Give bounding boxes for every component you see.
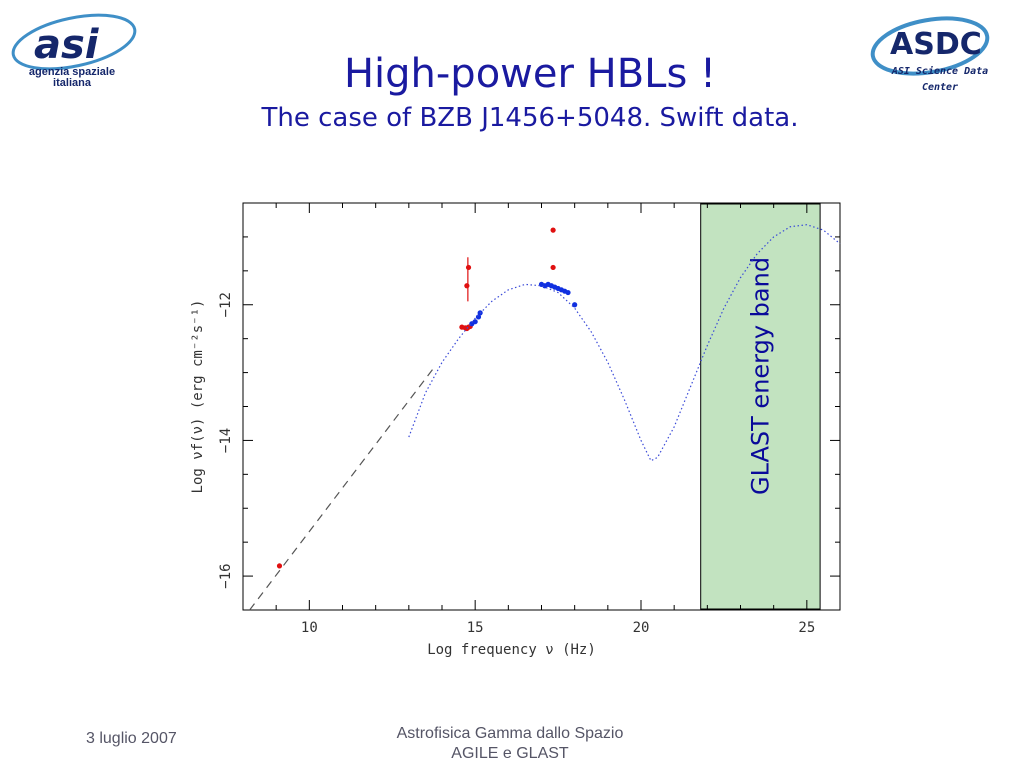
- asi-line2: italiana: [53, 77, 92, 89]
- y-axis-label: Log νf(ν) (erg cm⁻²s⁻¹): [190, 300, 206, 494]
- data-point-blue: [565, 289, 571, 296]
- x-axis-label: Log frequency ν (Hz): [427, 642, 596, 658]
- synchrotron-extrapolation-line: [249, 365, 436, 611]
- asi-line1: agenzia spaziale: [29, 66, 115, 78]
- asi-logo: asi agenzia spaziale italiana: [6, 8, 138, 90]
- slide-subtitle: The case of BZB J1456+5048. Swift data.: [261, 103, 799, 133]
- sed-chart: 10 15 20 25 −12 −14 −16 Log frequency ν (Hz) Log…: [180, 190, 850, 670]
- x-tick-label: 25: [798, 620, 815, 636]
- data-point-red: [464, 283, 470, 289]
- slide-title: High-power HBLs !: [343, 51, 717, 97]
- footer-date: 3 luglio 2007: [86, 730, 177, 747]
- y-tick-label: −16: [218, 563, 234, 588]
- footer-event: Astrofisica Gamma dallo Spazio AGILE e G…: [350, 724, 670, 764]
- x-tick-label: 10: [301, 620, 318, 636]
- asi-mark: asi: [34, 22, 100, 68]
- title-block: High-power HBLs ! The case of BZB J1456+…: [150, 48, 910, 136]
- data-point-blue: [572, 302, 578, 308]
- asdc-line1: ASI Science Data: [891, 65, 988, 77]
- glast-band-label: GLAST energy band: [746, 257, 774, 495]
- sed-chart-svg: 10 15 20 25 −12 −14 −16 Log frequency ν (Hz) Log…: [190, 202, 841, 658]
- x-tick-label: 20: [633, 620, 650, 636]
- data-point-red: [276, 563, 283, 569]
- data-point-red: [465, 264, 472, 271]
- y-tick-label: −12: [218, 292, 234, 317]
- asdc-mark: ASDC: [890, 27, 982, 62]
- glast-band: [700, 203, 821, 610]
- asdc-line2: Center: [922, 82, 958, 93]
- data-point-red: [550, 264, 556, 271]
- asdc-logo: ASDC ASI Science Data Center: [868, 10, 1000, 98]
- y-tick-label: −14: [218, 428, 234, 453]
- data-point-blue: [472, 319, 478, 325]
- model-curve: [408, 224, 841, 462]
- footer-line1: Astrofisica Gamma dallo Spazio: [396, 725, 624, 742]
- x-tick-label: 15: [467, 620, 484, 636]
- footer-line2: AGILE e GLAST: [451, 745, 569, 762]
- data-point-red: [550, 227, 556, 233]
